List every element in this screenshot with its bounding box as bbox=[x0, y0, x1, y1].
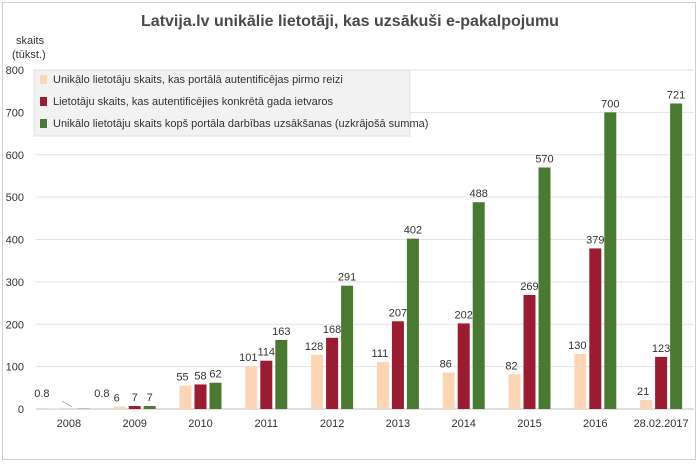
bar-3-2009 bbox=[143, 406, 156, 409]
x-tick-label: 2011 bbox=[254, 418, 278, 430]
y-tick-label: 400 bbox=[6, 235, 24, 247]
x-tick-label: 2010 bbox=[188, 418, 212, 430]
bar-3-2012 bbox=[341, 285, 354, 409]
data-label-1-2009: 6 bbox=[114, 392, 120, 404]
data-label-3-2010: 62 bbox=[209, 369, 221, 381]
x-tick-label: 2016 bbox=[583, 418, 607, 430]
bar-2-2014 bbox=[457, 323, 470, 409]
data-label-2-2009: 7 bbox=[132, 392, 138, 404]
data-label-2-2013: 207 bbox=[389, 307, 407, 319]
y-tick-label: 200 bbox=[6, 319, 24, 331]
legend-label-1: Unikālo lietotāju skaits, kas portālā au… bbox=[53, 74, 343, 86]
x-tick-label: 2008 bbox=[57, 418, 81, 430]
legend-swatch-2 bbox=[40, 97, 47, 106]
bar-1-2010 bbox=[179, 385, 192, 409]
bar-1-2013 bbox=[376, 361, 389, 409]
y-tick-label: 600 bbox=[6, 150, 24, 162]
y-tick-label: 500 bbox=[6, 192, 24, 204]
bar-2-2015 bbox=[523, 295, 536, 409]
chart-title: Latvija.lv unikālie lietotāji, kas uzsāk… bbox=[141, 13, 559, 30]
data-label-1-2013: 111 bbox=[372, 348, 389, 360]
bar-1-2011 bbox=[245, 366, 258, 409]
data-label-1-2010: 55 bbox=[176, 372, 188, 384]
bar-2-2013 bbox=[391, 321, 404, 409]
bar-2-2009 bbox=[128, 406, 141, 409]
y-tick-label: 0 bbox=[18, 404, 24, 416]
leader-line bbox=[61, 400, 73, 408]
bars bbox=[47, 103, 683, 409]
bar-1-2014 bbox=[442, 372, 455, 409]
legend: Unikālo lietotāju skaits, kas portālā au… bbox=[33, 69, 428, 137]
x-tick-label: 2015 bbox=[517, 418, 541, 430]
data-label-3-2011: 163 bbox=[272, 326, 290, 338]
bar-3-2011 bbox=[275, 339, 288, 409]
y-axis-label-line-1: skaits bbox=[16, 35, 45, 47]
data-label-1-2016: 130 bbox=[568, 340, 586, 352]
x-tick-label: 2014 bbox=[451, 418, 475, 430]
x-tick-label: 2009 bbox=[122, 418, 146, 430]
data-label-2-2016: 379 bbox=[586, 234, 604, 246]
legend-label-3: Unikālo lietotāju skaits kopš portāla da… bbox=[53, 118, 428, 130]
bar-2-2012 bbox=[326, 337, 339, 409]
bar-3-28.02.2017 bbox=[670, 103, 683, 409]
bar-1-2009 bbox=[113, 406, 126, 409]
data-label-1-2012: 128 bbox=[305, 341, 323, 353]
data-label-2-2014: 202 bbox=[455, 309, 473, 321]
data-label-2-2012: 168 bbox=[323, 324, 341, 336]
bar-2-2010 bbox=[194, 384, 207, 409]
bar-1-2016 bbox=[574, 353, 587, 409]
data-label-2-2011: 114 bbox=[258, 347, 276, 359]
y-tick-label: 300 bbox=[6, 277, 24, 289]
bar-2-2016 bbox=[589, 248, 602, 409]
bar-2-28.02.2017 bbox=[655, 356, 668, 409]
x-tick-label: 2012 bbox=[320, 418, 344, 430]
data-label-2-28.02.2017: 123 bbox=[652, 343, 670, 355]
bar-1-2012 bbox=[311, 354, 324, 409]
data-label-3-2008: 0.8 bbox=[94, 388, 109, 400]
bar-1-28.02.2017 bbox=[640, 400, 653, 409]
data-label-1-2015: 82 bbox=[505, 360, 517, 372]
data-label-3-2014: 488 bbox=[470, 188, 488, 200]
x-tick-labels: 2008 2009 2010 2011 2012 2013 2014 2015 2016 28.0… bbox=[57, 418, 689, 430]
data-label-1-2014: 86 bbox=[440, 359, 452, 371]
data-label-2-2010: 58 bbox=[194, 370, 206, 382]
legend-label-2: Lietotāju skaits, kas autentificējies ko… bbox=[53, 96, 334, 108]
y-axis-label-line-2: (tūkst.) bbox=[12, 49, 46, 61]
data-label-3-2013: 402 bbox=[404, 225, 422, 237]
data-label-1-2011: 101 bbox=[239, 352, 257, 364]
data-label-3-2009: 7 bbox=[147, 392, 153, 404]
y-tick-label: 100 bbox=[6, 362, 24, 374]
bar-3-2014 bbox=[472, 202, 485, 409]
bar-2-2011 bbox=[260, 360, 273, 409]
legend-background bbox=[33, 69, 411, 137]
data-label-3-2015: 570 bbox=[535, 153, 553, 165]
data-label-3-2016: 700 bbox=[601, 98, 619, 110]
x-tick-label: 28.02.2017 bbox=[634, 418, 689, 430]
bar-3-2010 bbox=[209, 382, 222, 409]
data-label-1-28.02.2017: 21 bbox=[637, 386, 649, 398]
data-label-1-2008: 0.8 bbox=[34, 388, 49, 400]
legend-swatch-3 bbox=[40, 119, 47, 128]
data-label-3-28.02.2017: 721 bbox=[667, 89, 685, 101]
bar-3-2015 bbox=[538, 167, 551, 409]
data-label-3-2012: 291 bbox=[338, 272, 356, 284]
y-tick-labels: 0 100 200 300 400 500 600 700 800 bbox=[6, 65, 24, 416]
legend-swatch-1 bbox=[40, 75, 47, 84]
bar-3-2013 bbox=[406, 238, 419, 409]
y-tick-label: 700 bbox=[6, 107, 24, 119]
bar-3-2016 bbox=[604, 112, 617, 409]
data-label-2-2015: 269 bbox=[520, 281, 538, 293]
x-tick-label: 2013 bbox=[386, 418, 410, 430]
bar-1-2015 bbox=[508, 374, 521, 409]
y-tick-label: 800 bbox=[6, 65, 24, 77]
